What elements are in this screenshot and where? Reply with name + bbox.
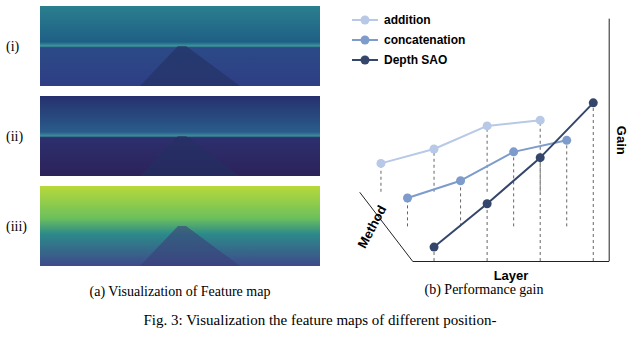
svg-text:Method: Method [354, 203, 389, 251]
svg-text:(ii): (ii) [6, 129, 23, 145]
html-text:concatenation: concatenation [384, 33, 466, 47]
html-text:Depth SAO: Depth SAO [384, 53, 448, 67]
html-text:addition: addition [384, 13, 431, 27]
html-text:Fig. 3: Visualization the feat: Fig. 3: Visualization the feature maps o… [143, 312, 497, 328]
svg-text:(i): (i) [6, 39, 20, 55]
svg-text:Layer: Layer [494, 268, 529, 283]
svg-text:Gain: Gain [614, 126, 629, 155]
html-text:(b) Performance gain: (b) Performance gain [424, 282, 544, 297]
svg-text:(a) Visualization of Feature m: (a) Visualization of Feature map [90, 284, 271, 300]
svg-text:(iii): (iii) [6, 219, 27, 235]
